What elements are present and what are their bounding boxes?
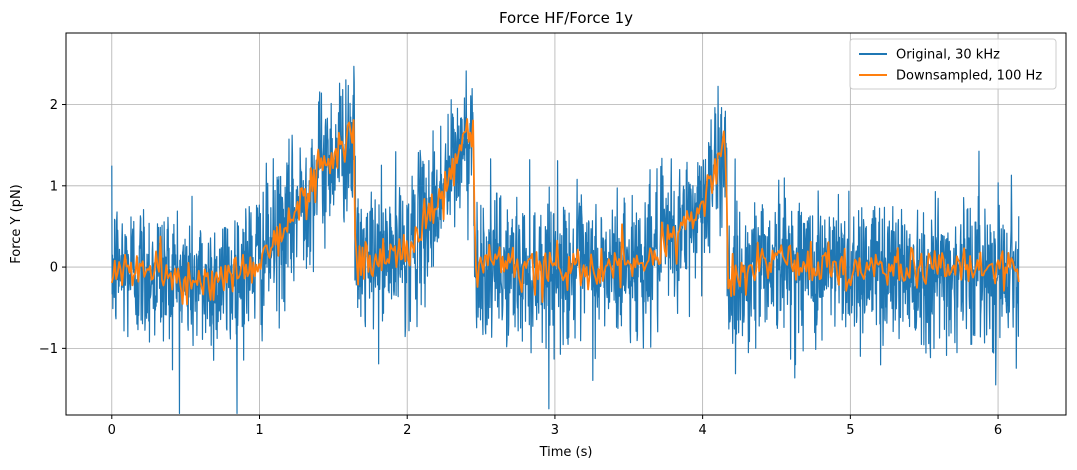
series-layer: [110, 65, 1020, 414]
x-tick-label: 3: [551, 423, 559, 438]
legend-label-downsampled: Downsampled, 100 Hz: [896, 69, 1042, 84]
x-tick-label: 6: [994, 423, 1002, 438]
chart-title: Force HF/Force 1y: [499, 9, 633, 27]
y-tick-label: 1: [50, 179, 58, 194]
y-axis: −1 0 1 2: [39, 98, 66, 357]
y-tick-label: 2: [50, 98, 58, 113]
y-axis-label: Force Y (pN): [9, 184, 24, 264]
x-axis-label: Time (s): [539, 445, 593, 460]
y-tick-label: −1: [39, 342, 58, 357]
legend-label-original: Original, 30 kHz: [896, 48, 1000, 63]
legend: Original, 30 kHz Downsampled, 100 Hz: [849, 38, 1057, 90]
y-tick-label: 0: [50, 261, 58, 276]
x-tick-label: 1: [255, 423, 263, 438]
series-line-original: [111, 65, 1020, 414]
x-tick-label: 2: [403, 423, 411, 438]
x-tick-label: 5: [846, 423, 854, 438]
x-tick-label: 0: [108, 423, 116, 438]
legend-box: [849, 38, 1057, 90]
x-axis: 0 1 2 3 4 5 6: [108, 415, 1002, 438]
x-tick-label: 4: [698, 423, 706, 438]
series-line-downsampled: [110, 118, 1020, 306]
plot-frame: [65, 32, 1067, 416]
